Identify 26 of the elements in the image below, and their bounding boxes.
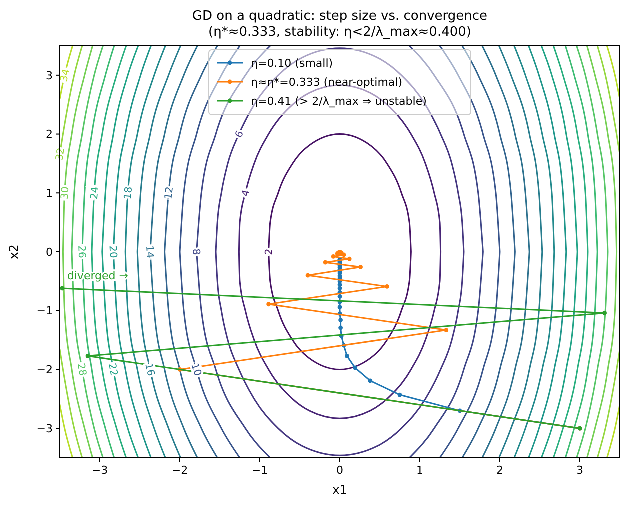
x-tick-label: −3 <box>92 464 108 477</box>
y-tick-label: −1 <box>36 304 53 318</box>
y-tick-label: 0 <box>46 246 53 259</box>
x-axis-title: x1 <box>332 483 348 497</box>
x-tick-label: −2 <box>172 464 188 477</box>
chart-title: GD on a quadratic: step size vs. convergence (η*≈0.333, stability: η<2/λ_max≈0.400) <box>192 9 488 40</box>
text: 10 <box>188 362 204 378</box>
legend-label: η=0.41 (> 2/λ_max ⇒ unstable) <box>251 94 427 108</box>
text: 18 <box>122 186 136 200</box>
y-tick-label: −2 <box>36 364 53 377</box>
text: 24 <box>89 186 102 200</box>
x-tick-label: 0 <box>336 464 344 477</box>
x-tick-label: 2 <box>496 464 504 477</box>
text: 12 <box>164 186 176 200</box>
legend-label: η≈η*=0.333 (near-optimal) <box>251 76 403 89</box>
x-tick-label: −1 <box>252 464 268 477</box>
text: 4 <box>240 188 253 198</box>
y-tick-label: 2 <box>46 128 53 142</box>
y-tick-label: 3 <box>46 69 53 82</box>
y-axis-title: x2 <box>7 244 21 260</box>
y-tick-label: −3 <box>36 422 53 436</box>
legend-label: η=0.10 (small) <box>251 56 334 70</box>
text: 2 <box>264 248 276 256</box>
x-tick-label: 3 <box>576 464 584 477</box>
y-tick-label: 1 <box>46 186 53 200</box>
x-tick-label: 1 <box>416 464 424 477</box>
